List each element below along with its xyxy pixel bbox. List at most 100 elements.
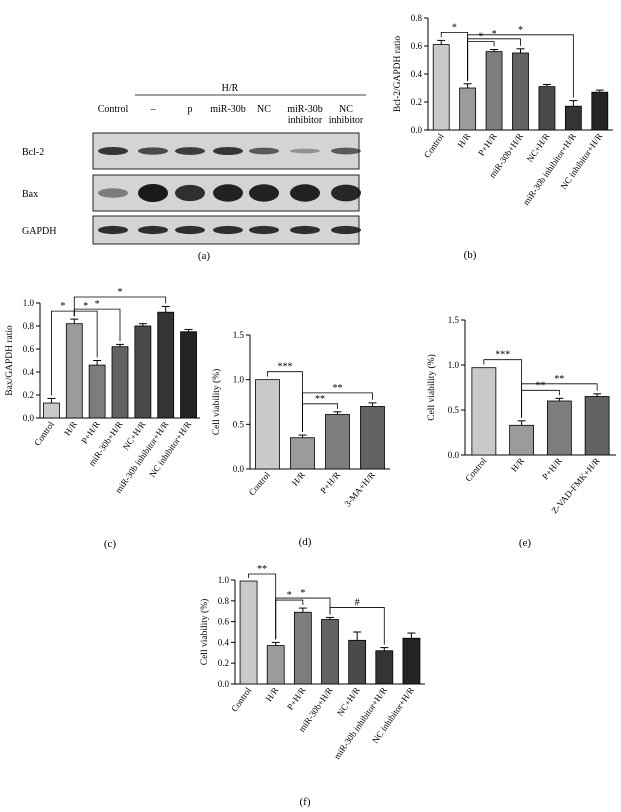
y-tick-label: 0.2 <box>218 658 229 668</box>
y-tick-label: 1.0 <box>218 575 230 585</box>
bar <box>432 44 450 131</box>
y-tick-label: 1.5 <box>233 330 245 340</box>
y-axis-label: Cell viability (%) <box>426 354 437 421</box>
blot-band <box>175 184 205 202</box>
x-tick-label: Control <box>463 455 489 483</box>
hr-group-label: H/R <box>222 83 239 94</box>
y-tick-label: 0.0 <box>448 450 460 460</box>
blot-band <box>213 184 243 202</box>
bar <box>321 619 339 685</box>
significance-mark: * <box>492 29 497 40</box>
bar <box>485 51 503 131</box>
blot-row-label: Bax <box>22 189 38 200</box>
significance-mark: ** <box>257 564 267 575</box>
lane-label: Control <box>98 104 129 115</box>
blot-band <box>138 184 168 202</box>
bar <box>471 367 497 456</box>
y-tick-label: 0.0 <box>411 125 423 135</box>
bar <box>43 402 60 419</box>
bar <box>134 325 152 419</box>
bar <box>591 91 609 131</box>
chart-d-cell-viability: 0.0 0.5 1.0 1.5 Cell viability (%) Control H/R… <box>211 330 390 548</box>
bar <box>459 87 477 131</box>
significance-bracket <box>302 392 373 433</box>
significance-mark: *** <box>495 350 510 361</box>
significance-mark: * <box>118 287 123 298</box>
bar <box>293 611 312 685</box>
significance-mark: *** <box>278 362 293 373</box>
y-tick-label: 1.5 <box>448 315 460 325</box>
x-tick-label: P+H/R <box>540 456 564 482</box>
significance-bracket <box>275 597 331 640</box>
bar <box>360 406 385 470</box>
y-tick-label: 0.6 <box>218 617 230 627</box>
y-tick-label: 1.0 <box>233 375 245 385</box>
y-tick-label: 0.0 <box>218 679 230 689</box>
y-tick-label: 0.6 <box>411 41 423 51</box>
significance-mark: * <box>60 301 65 312</box>
bar <box>509 424 535 456</box>
blot-band <box>213 225 243 235</box>
bar <box>88 364 106 419</box>
panel-label-c: (c) <box>104 538 117 550</box>
x-tick-label: NC+H/R <box>525 131 552 163</box>
y-tick-label: 1.0 <box>448 360 460 370</box>
blot-band <box>213 147 243 155</box>
y-tick-label: 0.8 <box>23 321 35 331</box>
y-tick-label: 0.0 <box>23 413 35 423</box>
x-tick-label: P+H/R <box>318 470 342 496</box>
blot-band <box>98 225 128 235</box>
y-tick-label: 1.0 <box>23 298 35 308</box>
x-tick-label: H/R <box>62 419 79 437</box>
y-tick-label: 0.4 <box>411 69 423 79</box>
y-tick-label: 0.4 <box>218 637 230 647</box>
bar <box>266 645 285 685</box>
panel-label-d: (d) <box>299 536 312 548</box>
blot-band <box>175 225 205 235</box>
significance-mark: * <box>83 301 88 312</box>
chart-c-bax-ratio: 0.0 0.2 0.4 0.6 0.8 1.0 Bax/GAPDH ratio Control… <box>5 287 200 550</box>
lane-label: – <box>150 104 157 115</box>
y-tick-label: 0.5 <box>448 405 460 415</box>
bar <box>239 580 258 685</box>
blot-band <box>175 147 205 155</box>
x-tick-label: Control <box>32 419 56 448</box>
significance-mark: ** <box>315 394 325 405</box>
blot-band <box>290 184 320 202</box>
blot-row-label: GAPDH <box>22 226 56 237</box>
significance-bracket <box>521 383 598 418</box>
x-tick-label: P+H/R <box>285 685 308 711</box>
bar <box>375 650 394 685</box>
bar <box>255 379 280 470</box>
western-blot: H/R Control – p miR-30b NC miR-30b inhibitor NC i… <box>22 83 366 262</box>
bar <box>111 346 129 419</box>
significance-bracket <box>467 34 574 98</box>
lane-label: miR-30b <box>210 104 246 115</box>
blot-band <box>249 225 279 235</box>
y-tick-label: 0.8 <box>411 13 423 23</box>
y-axis-label: Bcl-2/GAPDH ratio <box>393 36 403 113</box>
x-tick-label: Control <box>229 685 253 714</box>
significance-mark: ** <box>333 383 343 394</box>
bar <box>584 396 610 456</box>
x-tick-label: H/R <box>509 456 526 474</box>
blot-band <box>290 225 320 235</box>
x-tick-label: Control <box>422 131 446 160</box>
y-axis-label: Cell viability (%) <box>211 369 222 436</box>
panel-label-e: (e) <box>519 537 532 549</box>
bar <box>538 86 556 131</box>
blot-band <box>98 188 128 198</box>
blot-row-label: Bcl-2 <box>22 147 44 158</box>
chart-e-cell-viability: 0.0 0.5 1.0 1.5 Cell viability (%) Control H/R… <box>426 315 616 549</box>
bar <box>290 437 315 470</box>
x-tick-label: H/R <box>264 685 281 703</box>
significance-mark: * <box>452 22 457 33</box>
lane-label: NC inhibitor <box>329 104 364 126</box>
bar <box>157 311 175 419</box>
x-tick-label: 3-MA+H/R <box>342 470 377 509</box>
panel-label-f: (f) <box>300 796 311 808</box>
significance-mark: * <box>478 32 483 43</box>
y-tick-label: 0.8 <box>218 596 230 606</box>
blot-band <box>249 184 279 202</box>
significance-mark: * <box>300 588 305 599</box>
